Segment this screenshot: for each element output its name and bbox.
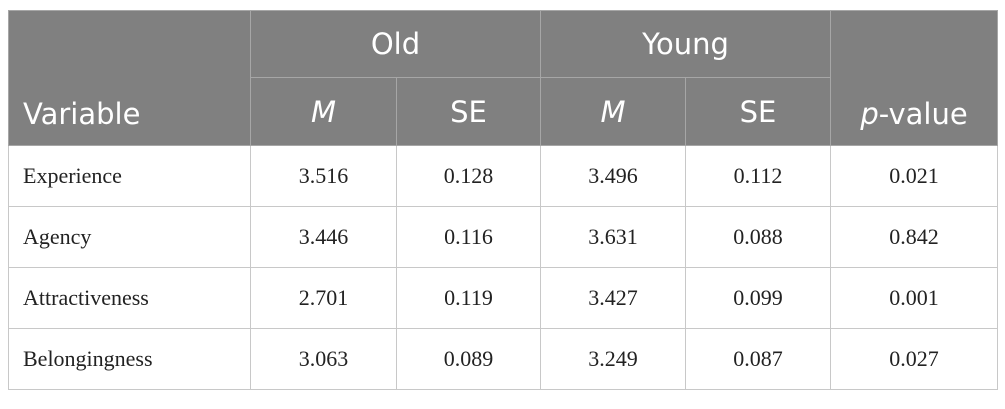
- cell-value: 3.631: [540, 206, 687, 268]
- cell-value: 0.099: [685, 267, 832, 329]
- cell-value: 0.119: [395, 267, 542, 329]
- cell-value: 3.446: [250, 206, 397, 268]
- cell-value: 0.089: [395, 328, 542, 390]
- table-row: Experience 3.516 0.128 3.496 0.112 0.021: [8, 145, 999, 207]
- cell-value: 3.063: [250, 328, 397, 390]
- cell-value: 0.087: [685, 328, 832, 390]
- table-body: Experience 3.516 0.128 3.496 0.112 0.021 Agenc…: [8, 145, 999, 390]
- subheader: SE: [395, 77, 542, 146]
- header-p-value-cell: p-value: [830, 10, 999, 146]
- cell-value: 0.112: [685, 145, 832, 207]
- subheader: SE: [685, 77, 832, 146]
- cell-value: 2.701: [250, 267, 397, 329]
- cell-value: 3.496: [540, 145, 687, 207]
- header-p-value: p-value: [860, 97, 968, 131]
- table-row: Agency 3.446 0.116 3.631 0.088 0.842: [8, 206, 999, 268]
- subheader: M: [540, 77, 687, 146]
- cell-value: 0.088: [685, 206, 832, 268]
- table-row: Attractiveness 2.701 0.119 3.427 0.099 0.001: [8, 267, 999, 329]
- cell-value: 3.249: [540, 328, 687, 390]
- cell-value: 0.021: [830, 145, 999, 207]
- group-header: Young: [540, 10, 832, 78]
- row-label: Experience: [8, 145, 251, 207]
- cell-value: 0.128: [395, 145, 542, 207]
- cell-value: 3.516: [250, 145, 397, 207]
- cell-value: 3.427: [540, 267, 687, 329]
- cell-value: 0.116: [395, 206, 542, 268]
- row-label: Belongingness: [8, 328, 251, 390]
- header-variable: Variable: [8, 10, 251, 146]
- results-table: Variable Old Young p-value M SE M SE Exp…: [8, 10, 999, 390]
- row-label: Agency: [8, 206, 251, 268]
- row-label: Attractiveness: [8, 267, 251, 329]
- table-row: Belongingness 3.063 0.089 3.249 0.087 0.027: [8, 328, 999, 390]
- cell-value: 0.842: [830, 206, 999, 268]
- cell-value: 0.027: [830, 328, 999, 390]
- cell-value: 0.001: [830, 267, 999, 329]
- group-header: Old: [249, 10, 542, 78]
- subheader: M: [250, 77, 397, 146]
